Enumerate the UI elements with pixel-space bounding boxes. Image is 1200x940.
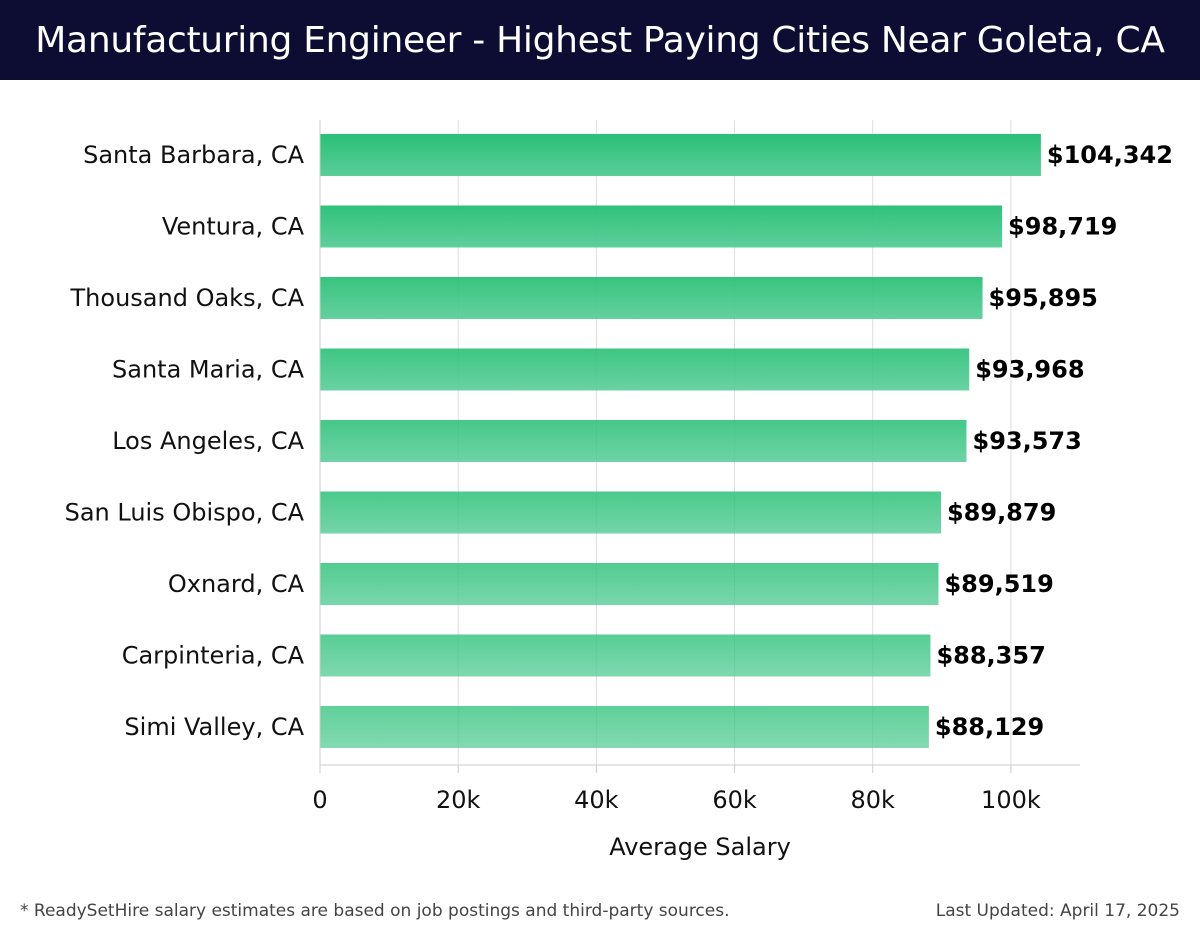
bar: [320, 420, 967, 462]
bar: [320, 563, 939, 605]
x-tick-label: 60k: [712, 786, 757, 814]
bar: [320, 134, 1041, 176]
axis-layer: 0 20k 40k 60k 80k 100k Santa Barbara, CA Ventur…: [65, 120, 1080, 814]
x-tick-label: 0: [312, 786, 327, 814]
footnote: * ReadySetHire salary estimates are base…: [20, 901, 730, 921]
bar-value-label: $88,357: [936, 642, 1045, 670]
bar-chart: $104,342 $98,719 $95,895 $93,968 $93,573 $89,…: [65, 120, 1173, 861]
bar-value-label: $88,129: [935, 713, 1044, 741]
chart-title: Manufacturing Engineer - Highest Paying …: [0, 0, 1200, 80]
bar-value-label: $95,895: [989, 284, 1098, 312]
y-category-label: Oxnard, CA: [168, 570, 305, 598]
bar-value-label: $93,573: [973, 427, 1082, 455]
bar: [320, 205, 1003, 248]
bar-value-label: $93,968: [975, 356, 1084, 384]
bar: [320, 491, 941, 534]
y-category-label: San Luis Obispo, CA: [65, 499, 305, 527]
y-category-label: Simi Valley, CA: [124, 713, 304, 741]
bar-layer: $104,342 $98,719 $95,895 $93,968 $93,573 $89,…: [320, 134, 1173, 748]
x-tick-label: 20k: [436, 786, 481, 814]
bar-value-label: $104,342: [1047, 141, 1173, 169]
bar-value-label: $98,719: [1008, 213, 1117, 241]
y-category-label: Thousand Oaks, CA: [70, 284, 305, 312]
bar-value-label: $89,519: [944, 570, 1053, 598]
bar: [320, 277, 983, 319]
bar: [320, 634, 931, 677]
y-category-label: Ventura, CA: [162, 213, 305, 241]
x-tick-label: 40k: [574, 786, 619, 814]
x-tick-label: 100k: [981, 786, 1041, 814]
y-category-label: Santa Barbara, CA: [83, 141, 304, 169]
y-category-label: Los Angeles, CA: [112, 427, 304, 455]
bar: [320, 348, 970, 391]
x-axis-label: Average Salary: [609, 833, 791, 861]
bar-value-label: $89,879: [947, 499, 1056, 527]
y-category-label: Santa Maria, CA: [112, 356, 305, 384]
x-tick-label: 80k: [851, 786, 896, 814]
bar: [320, 706, 929, 748]
last-updated: Last Updated: April 17, 2025: [935, 901, 1180, 921]
y-category-label: Carpinteria, CA: [122, 642, 305, 670]
